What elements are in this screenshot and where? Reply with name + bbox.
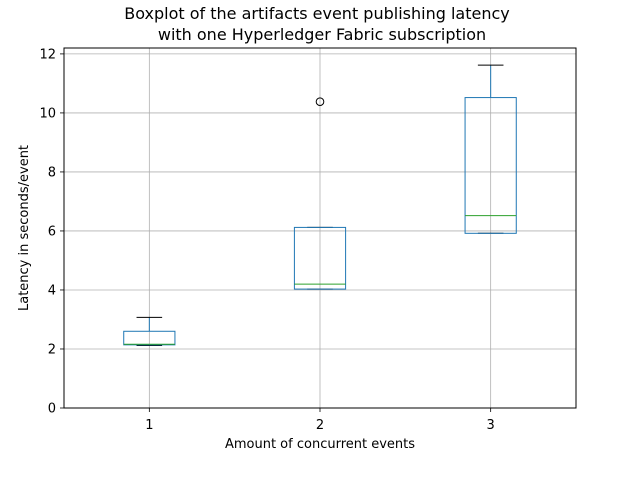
y-tick-label: 12 (39, 47, 56, 62)
y-axis-ticks: 0 2 4 6 8 10 12 (39, 47, 64, 417)
box-series (123, 64, 517, 346)
grid-lines (64, 48, 576, 409)
y-tick-label: 0 (48, 402, 56, 417)
chart-title-line2: with one Hyperledger Fabric subscription (158, 25, 486, 44)
box-1 (123, 316, 176, 346)
iqr-box (123, 330, 176, 346)
y-tick-label: 2 (48, 342, 56, 357)
y-tick-label: 10 (39, 106, 56, 121)
y-axis-label: Latency in seconds/event (17, 145, 32, 311)
x-tick-label: 1 (145, 418, 153, 433)
chart-title-line1: Boxplot of the artifacts event publishin… (124, 4, 509, 23)
x-tick-label: 2 (316, 418, 324, 433)
iqr-box (464, 97, 517, 234)
box-2 (293, 97, 347, 290)
y-tick-label: 8 (48, 165, 56, 180)
iqr-box (293, 226, 347, 290)
x-axis-label: Amount of concurrent events (225, 437, 415, 452)
y-tick-label: 6 (48, 224, 56, 239)
y-tick-label: 4 (48, 283, 56, 298)
outlier-point (315, 97, 325, 107)
x-axis-ticks: 1 2 3 (145, 408, 495, 433)
x-tick-label: 3 (487, 418, 495, 433)
box-3 (464, 64, 517, 234)
